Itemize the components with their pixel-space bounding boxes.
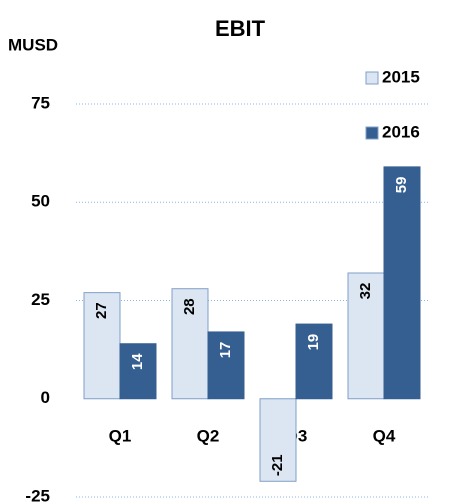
data-label: 19: [305, 334, 322, 351]
y-tick-label: 25: [31, 290, 50, 309]
x-tick-label: Q4: [373, 426, 396, 445]
data-label: 27: [93, 302, 110, 319]
y-axis-label: MUSD: [8, 35, 58, 54]
data-label: 17: [217, 342, 234, 359]
y-tick-label: -25: [25, 486, 50, 504]
legend-label: 2015: [382, 67, 420, 86]
x-tick-label: Q1: [109, 426, 132, 445]
data-label: 59: [393, 177, 410, 194]
bar: [347, 272, 385, 400]
legend-swatch: [365, 71, 379, 85]
legend-swatch: [365, 126, 379, 140]
chart-title: EBIT: [215, 16, 266, 41]
bar: [83, 292, 121, 400]
y-tick-label: 75: [31, 93, 50, 112]
bar: [295, 323, 333, 400]
bar: [259, 398, 297, 482]
data-label: -21: [269, 454, 286, 476]
bar: [171, 288, 209, 400]
data-label: 32: [357, 283, 374, 300]
data-label: 14: [129, 353, 146, 370]
bar: [383, 166, 421, 400]
data-label: 28: [181, 298, 198, 315]
bar: [207, 331, 245, 400]
bar: [119, 343, 157, 400]
legend-label: 2016: [382, 122, 420, 141]
x-tick-label: Q2: [197, 426, 220, 445]
y-tick-label: 0: [41, 388, 50, 407]
y-tick-label: 50: [31, 192, 50, 211]
